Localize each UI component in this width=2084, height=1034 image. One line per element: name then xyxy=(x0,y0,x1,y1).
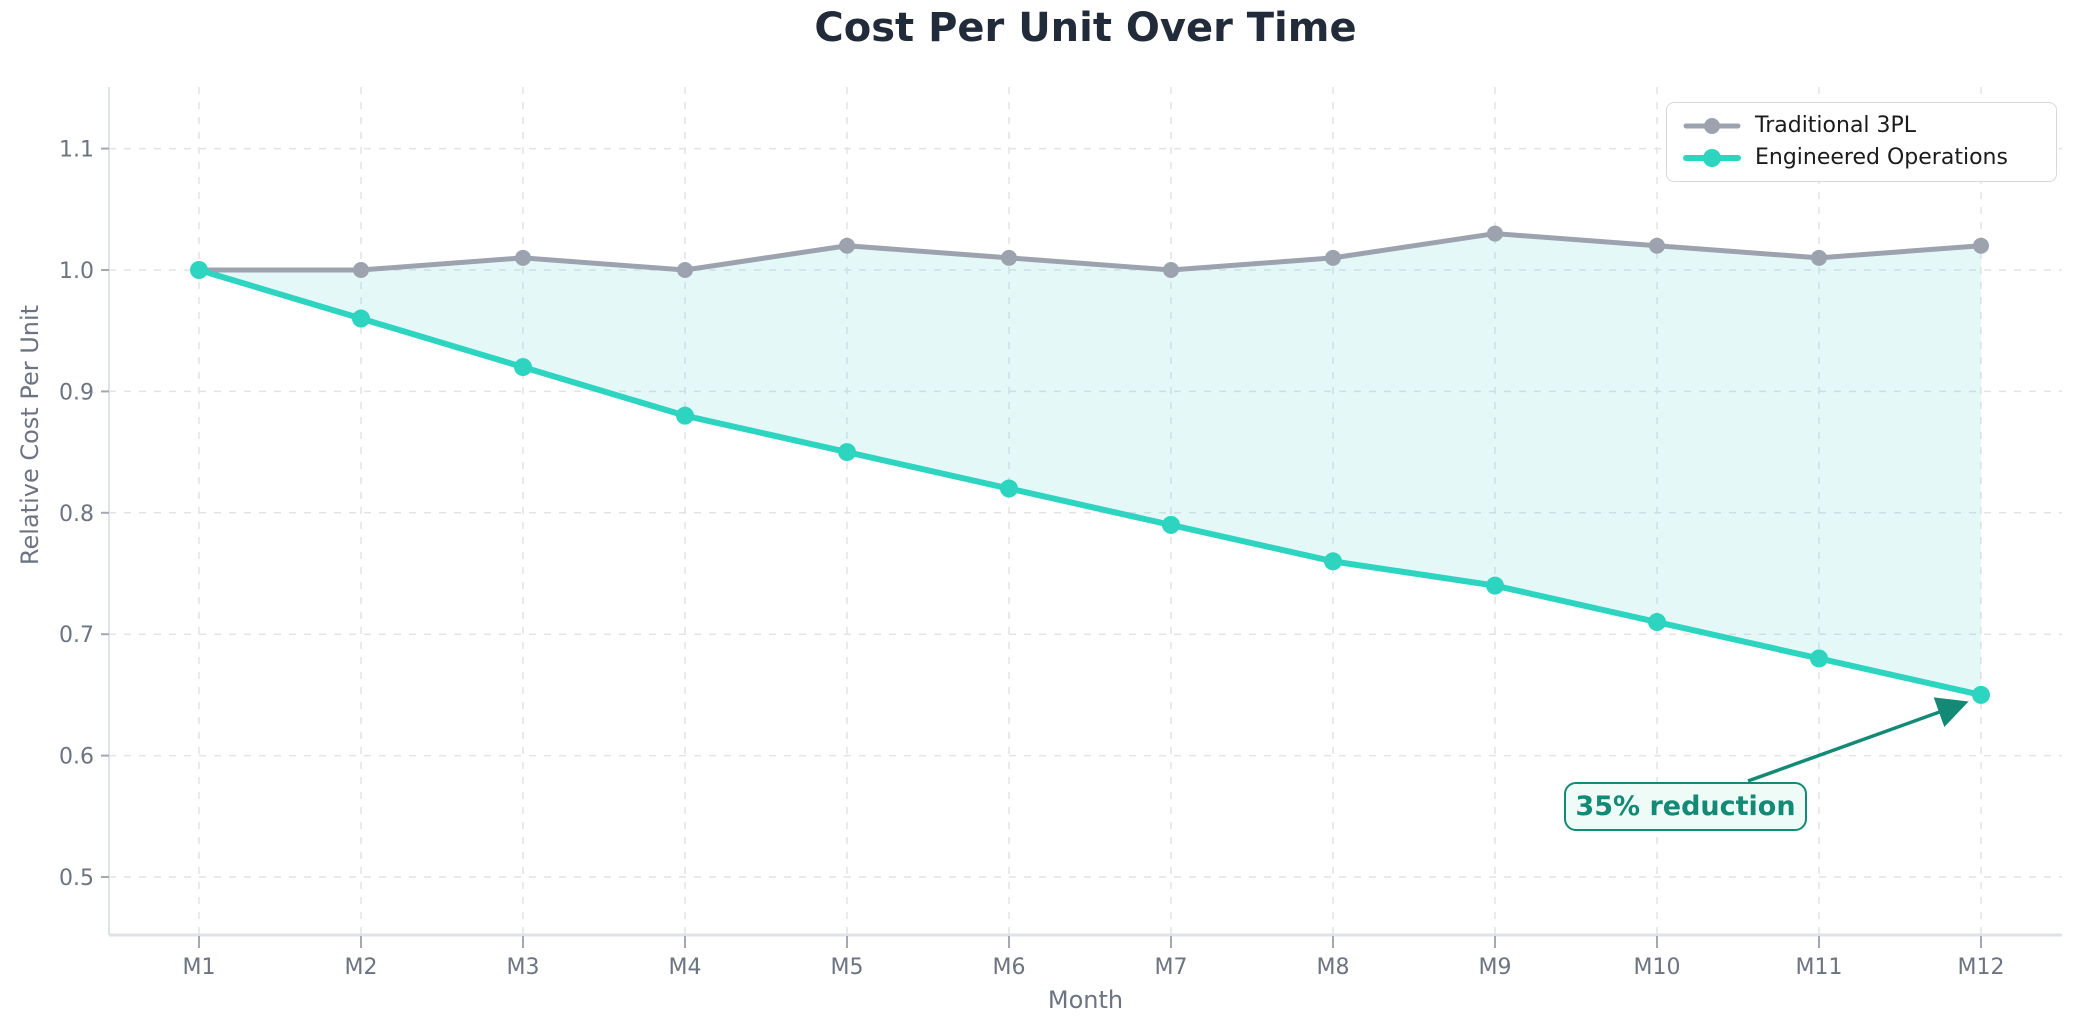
legend-item-engineered-operations: Engineered Operations xyxy=(1683,145,2040,171)
legend-item-traditional-3pl: Traditional 3PL xyxy=(1683,113,2040,139)
legend-label: Traditional 3PL xyxy=(1755,113,1917,139)
line-marker-sample-icon xyxy=(1683,148,1741,167)
svg-text:M2: M2 xyxy=(345,955,378,980)
chart-title: Cost Per Unit Over Time xyxy=(814,5,1357,51)
svg-text:0.8: 0.8 xyxy=(59,502,94,527)
y-axis-label: Relative Cost Per Unit xyxy=(16,304,44,566)
svg-text:0.5: 0.5 xyxy=(59,866,94,891)
svg-text:M6: M6 xyxy=(993,955,1026,980)
svg-text:M3: M3 xyxy=(507,955,540,980)
series-lines xyxy=(190,225,1990,704)
svg-text:M10: M10 xyxy=(1634,955,1681,980)
svg-text:M8: M8 xyxy=(1317,955,1350,980)
tick-labels: M1 M2 M3 M4 M5 M6 M7 M8 M9 M10 M11 M12 0.5 0.6 0.7 0.8 0… xyxy=(59,138,2004,980)
gridlines xyxy=(109,87,2062,935)
annotation-callout: 35% reduction xyxy=(1564,782,1807,831)
svg-text:M11: M11 xyxy=(1796,955,1843,980)
svg-text:M12: M12 xyxy=(1958,955,2005,980)
legend-label: Engineered Operations xyxy=(1755,144,2008,170)
svg-text:M1: M1 xyxy=(183,955,216,980)
svg-text:M4: M4 xyxy=(669,955,702,980)
svg-text:0.9: 0.9 xyxy=(59,380,94,405)
axes-spines-ticks xyxy=(101,87,2062,948)
svg-text:0.7: 0.7 xyxy=(59,623,94,648)
annotation-arrow xyxy=(1747,697,1969,783)
svg-text:1.0: 1.0 xyxy=(59,259,94,284)
svg-text:M7: M7 xyxy=(1155,955,1188,980)
svg-text:0.6: 0.6 xyxy=(59,745,94,770)
svg-text:1.1: 1.1 xyxy=(59,138,94,163)
fill-between-area xyxy=(199,233,1981,695)
svg-text:M5: M5 xyxy=(831,955,864,980)
x-axis-label: Month xyxy=(1047,986,1124,1014)
line-marker-sample-icon xyxy=(1683,118,1741,135)
legend: Traditional 3PL Engineered Operations xyxy=(1666,102,2057,182)
svg-text:M9: M9 xyxy=(1479,955,1512,980)
